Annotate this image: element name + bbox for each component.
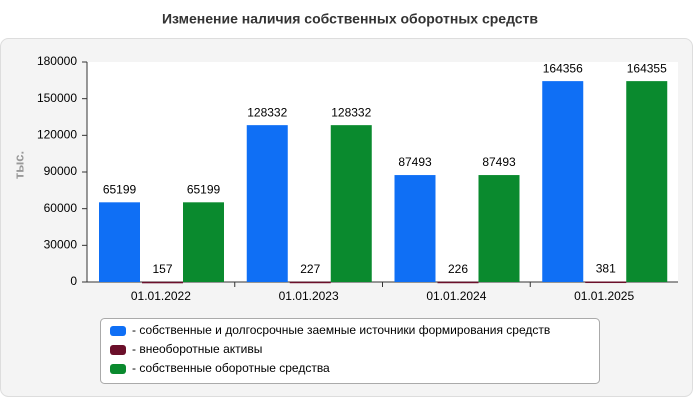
value-label: 128332: [331, 105, 371, 119]
x-tick-label: 01.01.2025: [574, 289, 634, 303]
legend-label: - собственные оборотные средства: [132, 361, 330, 375]
y-tick-label: 150000: [37, 91, 77, 105]
value-label: 87493: [482, 155, 516, 169]
legend-swatch: [110, 345, 126, 355]
legend-label: - внеоборотные активы: [132, 342, 262, 356]
plot-area: [87, 62, 678, 282]
value-label: 227: [300, 262, 320, 276]
chart-title: Изменение наличия собственных оборотных …: [162, 11, 538, 27]
value-label: 87493: [398, 155, 432, 169]
y-tick-label: 0: [70, 274, 77, 288]
legend-label: - собственные и долгосрочные заемные ист…: [132, 323, 550, 337]
bar: [289, 281, 331, 284]
value-label: 65199: [187, 182, 221, 196]
value-label: 65199: [103, 182, 137, 196]
y-tick-label: 90000: [44, 164, 78, 178]
legend-swatch: [110, 364, 126, 374]
bar: [142, 281, 183, 284]
bar: [246, 125, 288, 282]
value-label: 226: [448, 262, 468, 276]
value-label: 157: [152, 262, 172, 276]
bar: [183, 202, 224, 282]
value-label: 164355: [627, 61, 667, 75]
x-tick-label: 01.01.2024: [426, 289, 486, 303]
bar: [99, 202, 140, 282]
bar: [585, 281, 627, 284]
bar: [542, 81, 584, 282]
value-label: 164356: [543, 61, 583, 75]
y-tick-label: 30000: [44, 238, 78, 252]
x-tick-label: 01.01.2022: [131, 289, 191, 303]
legend: [100, 318, 600, 384]
bar: [478, 175, 520, 282]
y-tick-label: 60000: [44, 201, 78, 215]
y-tick-label: 120000: [37, 128, 77, 142]
bar: [394, 175, 436, 282]
value-label: 128332: [247, 105, 287, 119]
y-axis-label: тыс.: [11, 151, 26, 179]
legend-swatch: [110, 326, 126, 336]
y-tick-label: 180000: [37, 54, 77, 68]
bar: [626, 81, 668, 282]
value-label: 381: [596, 262, 616, 276]
bar: [330, 125, 372, 282]
x-tick-label: 01.01.2023: [279, 289, 339, 303]
bar: [437, 281, 479, 284]
